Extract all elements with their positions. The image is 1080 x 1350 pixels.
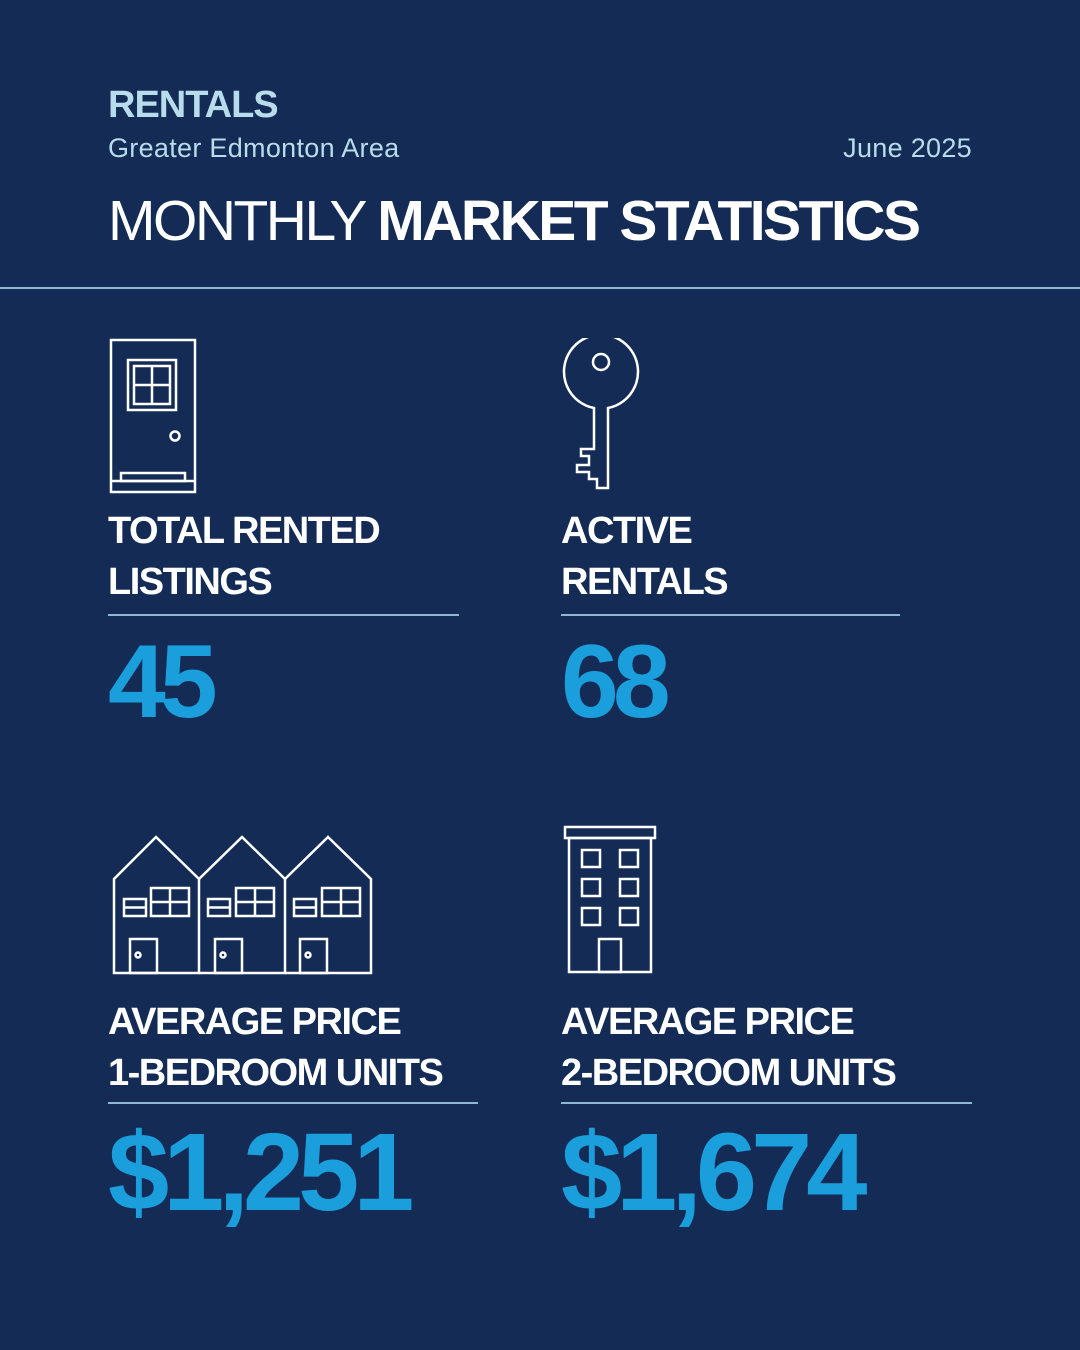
stat-divider — [561, 614, 900, 616]
stat-divider — [108, 1102, 478, 1104]
stat-label-line: RENTALS — [561, 561, 729, 603]
stat-label-avg-1br: AVERAGE PRICE 1-BEDROOM UNITS — [108, 997, 444, 1099]
page-title-light: MONTHLY — [108, 189, 366, 253]
stat-label-line: ACTIVE — [561, 510, 693, 552]
stat-divider — [108, 614, 459, 616]
apartment-building-icon — [562, 824, 658, 976]
page-title-bold: MARKET STATISTICS — [377, 189, 921, 253]
stat-divider — [561, 1102, 972, 1104]
stat-value-total-rented: 45 — [108, 624, 218, 740]
category-label: RENTALS — [108, 84, 279, 126]
region-label: Greater Edmonton Area — [108, 133, 400, 163]
date-label: June 2025 — [843, 133, 972, 163]
stat-label-line: LISTINGS — [108, 561, 273, 603]
stat-label-avg-2br: AVERAGE PRICE 2-BEDROOM UNITS — [561, 997, 897, 1099]
key-icon — [561, 338, 645, 494]
page-title: MONTHLY MARKET STATISTICS — [108, 188, 972, 254]
stat-label-active-rentals: ACTIVE RENTALS — [561, 506, 729, 608]
stat-label-line: 2-BEDROOM UNITS — [561, 1052, 897, 1094]
townhouses-icon — [111, 835, 375, 977]
stat-label-line: 1-BEDROOM UNITS — [108, 1052, 444, 1094]
stat-label-line: AVERAGE PRICE — [561, 1001, 855, 1043]
stat-value-avg-2br: $1,674 — [561, 1111, 867, 1234]
stat-value-avg-1br: $1,251 — [108, 1111, 414, 1234]
door-icon — [108, 338, 200, 496]
stat-label-line: AVERAGE PRICE — [108, 1001, 402, 1043]
stat-value-active-rentals: 68 — [561, 624, 671, 740]
stat-label-total-rented: TOTAL RENTED LISTINGS — [108, 506, 381, 608]
stat-label-line: TOTAL RENTED — [108, 510, 381, 552]
header-divider — [0, 287, 1080, 289]
